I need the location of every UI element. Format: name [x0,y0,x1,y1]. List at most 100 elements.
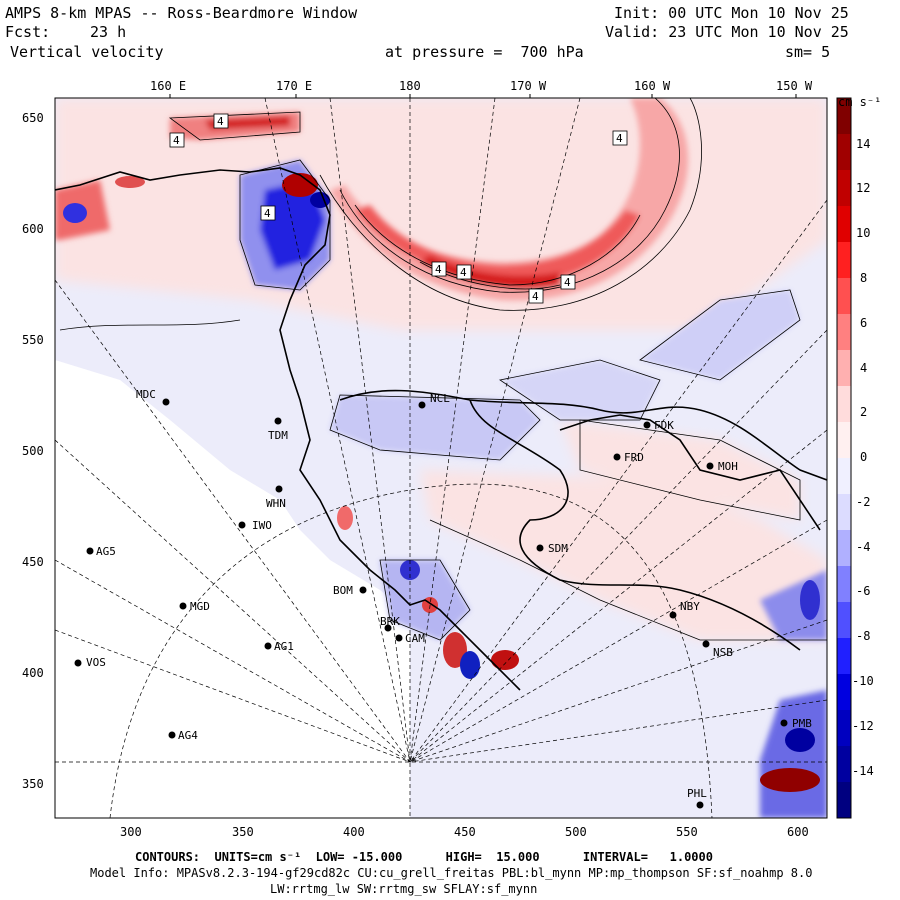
station-phl[interactable]: PHL [687,787,707,809]
contour-label: 4 [435,263,442,276]
top-axis-label: 170 W [510,79,547,93]
contour-label: 4 [173,134,180,147]
station-iwo[interactable]: IWO [238,519,272,532]
colorbar-swatch [837,782,851,819]
colorbar-tick: 14 [856,137,870,151]
colorbar-swatch [837,170,851,207]
colorbar-swatch [837,494,851,531]
colorbar-tick: 10 [856,226,870,240]
colorbar-swatch [837,98,851,135]
coastal-cells [63,173,820,792]
colorbar-swatch [837,350,851,387]
map-plot-area: 4 4 4 4 4 4 4 4 MDC TDM NCL FDK FRD MOH … [55,98,827,818]
left-axis-label: 500 [22,444,44,458]
station-nsb[interactable]: NSB [702,640,734,660]
contour-label-box [612,130,628,146]
left-axis-label: 400 [22,666,44,680]
svg-text:PHL: PHL [687,787,707,800]
field-name: Vertical velocity [10,43,164,61]
station-whn[interactable]: WHN [266,485,286,511]
model-info: Model Info: MPASv8.2.3-194-gf29cd82c CU:… [90,866,813,880]
no-data-region [55,360,410,818]
svg-text:PMB: PMB [792,717,812,730]
station-vos[interactable]: VOS [74,656,106,669]
bottom-axis: 300 350 400 450 500 550 600 [120,825,809,839]
svg-text:NBY: NBY [680,600,700,613]
svg-text:FRD: FRD [624,451,644,464]
colorbar-tick: 0 [860,450,867,464]
station-mgd[interactable]: MGD [179,600,210,613]
red-updraft-band [55,98,689,301]
colorbar-tick: -12 [852,719,874,733]
colorbar-tick: -10 [852,674,874,688]
station-moh[interactable]: MOH [706,460,738,473]
colorbar-ticks: 14 12 10 8 6 4 2 0 -2 -4 -6 -8 -10 -12 -… [852,137,874,778]
contour-lines [59,98,827,641]
bottom-axis-label: 450 [454,825,476,839]
plot-title: AMPS 8-km MPAS -- Ross-Beardmore Window [5,4,358,22]
stations: MDC TDM NCL FDK FRD MOH WHN IWO AG5 SDM … [74,388,813,809]
svg-text:TDM: TDM [268,429,288,442]
top-axis-label: 160 W [634,79,671,93]
model-info-line2: LW:rrtmg_lw SW:rrtmg_sw SFLAY:sf_mynn [270,882,538,896]
station-mdc[interactable]: MDC [136,388,170,406]
contour-label-box [213,113,229,129]
station-nby[interactable]: NBY [669,600,701,619]
colorbar-tick: 2 [860,405,867,419]
colorbar-swatch [837,674,851,711]
top-axis-label: 170 E [276,79,312,93]
left-axis-label: 550 [22,333,44,347]
contour-info: CONTOURS: UNITS=cm s⁻¹ LOW= -15.000 HIGH… [135,850,713,864]
station-brk[interactable]: BRK [380,615,400,632]
bottom-axis-label: 350 [232,825,254,839]
station-cam[interactable]: CAM [395,632,426,645]
station-bom[interactable]: BOM [333,584,367,597]
left-axis-label: 450 [22,555,44,569]
station-fdk[interactable]: FDK [643,419,675,432]
coastline-west [55,167,521,691]
svg-text:MDC: MDC [136,388,156,401]
svg-text:AG1: AG1 [274,640,294,653]
station-ag1[interactable]: AG1 [264,640,294,653]
colorbar-tick: -2 [856,495,870,509]
svg-text:BOM: BOM [333,584,353,597]
station-sdm[interactable]: SDM [536,542,569,555]
bottom-axis-label: 500 [565,825,587,839]
colorbar-swatch [837,386,851,423]
colorbar-tick: -6 [856,584,870,598]
coastline-east [559,414,821,531]
station-ag5[interactable]: AG5 [86,545,116,558]
bottom-axis-label: 400 [343,825,365,839]
contour-label: 4 [264,207,271,220]
contour-label-box [560,274,576,290]
colorbar-swatch [837,566,851,603]
left-axis-label: 650 [22,111,44,125]
forecast-hours: 23 h [90,23,127,41]
svg-text:AG5: AG5 [96,545,116,558]
svg-text:VOS: VOS [86,656,106,669]
svg-text:FDK: FDK [654,419,674,432]
left-axis-label: 600 [22,222,44,236]
station-tdm[interactable]: TDM [268,417,288,443]
svg-text:NCL: NCL [430,392,450,405]
colorbar-tick: 12 [856,181,870,195]
contour-label-box [169,132,185,148]
init-time: Init: 00 UTC Mon 10 Nov 25 [614,4,849,22]
bottom-axis-label: 600 [787,825,809,839]
bottom-axis-label: 300 [120,825,142,839]
station-pmb[interactable]: PMB [780,717,813,730]
colorbar-swatch [837,530,851,567]
station-ncl[interactable]: NCL [418,392,451,409]
svg-text:SDM: SDM [548,542,568,555]
station-ag4[interactable]: AG4 [168,729,199,742]
colorbar-swatch [837,206,851,243]
contour-label: 4 [532,290,539,303]
station-frd[interactable]: FRD [613,451,644,464]
pink-wash [55,98,827,640]
grounding-line [469,399,801,651]
top-axis: 160 E 170 E 180 170 W 160 W 150 W [150,79,813,98]
colorbar-swatch [837,314,851,351]
svg-text:NSB: NSB [713,646,733,659]
contour-label: 4 [564,276,571,289]
colorbar-swatch [837,638,851,675]
